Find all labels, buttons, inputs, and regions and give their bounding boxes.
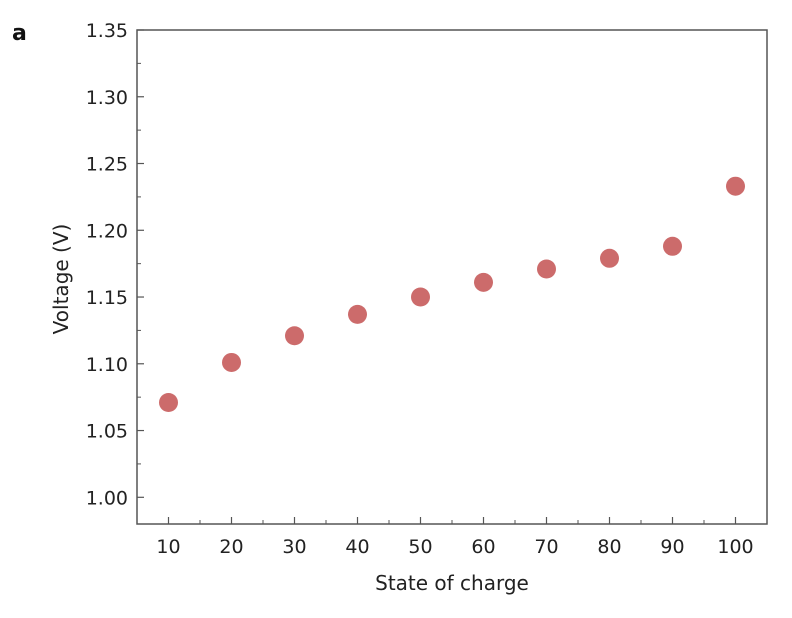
y-tick-label: 1.10 — [86, 354, 128, 376]
data-point — [600, 248, 619, 268]
data-point — [348, 304, 367, 324]
data-points — [159, 176, 745, 413]
panel-label: a — [12, 21, 27, 46]
y-tick-label: 1.20 — [86, 220, 128, 242]
y-tick-label: 1.35 — [86, 20, 128, 42]
x-axis-label: State of charge — [375, 571, 529, 595]
x-tick-label: 70 — [534, 536, 558, 558]
y-tick-label: 1.15 — [86, 287, 128, 309]
x-axis: 10 20 30 40 50 60 70 80 90 100 — [156, 517, 754, 558]
x-tick-label: 80 — [597, 536, 621, 558]
x-tick-label: 30 — [282, 536, 306, 558]
data-point — [537, 259, 556, 279]
x-tick-label: 20 — [219, 536, 243, 558]
x-tick-label: 100 — [717, 536, 753, 558]
plot-frame — [136, 29, 768, 525]
data-point — [285, 326, 304, 346]
data-point — [726, 176, 745, 196]
x-tick-label: 90 — [660, 536, 684, 558]
x-tick-label: 50 — [408, 536, 432, 558]
data-point — [159, 393, 178, 413]
y-tick-label: 1.00 — [86, 487, 128, 509]
x-tick-label: 60 — [471, 536, 495, 558]
y-tick-label: 1.05 — [86, 421, 128, 443]
x-tick-label: 10 — [156, 536, 180, 558]
data-point — [222, 352, 241, 372]
data-point — [411, 287, 430, 307]
data-point — [474, 272, 493, 292]
y-tick-label: 1.25 — [86, 154, 128, 176]
y-tick-label: 1.30 — [86, 87, 128, 109]
data-point — [663, 236, 682, 256]
y-axis-label: Voltage (V) — [49, 224, 73, 335]
y-axis: 1.00 1.05 1.10 1.15 1.20 1.25 1.30 1.35 — [86, 20, 144, 509]
x-tick-label: 40 — [345, 536, 369, 558]
